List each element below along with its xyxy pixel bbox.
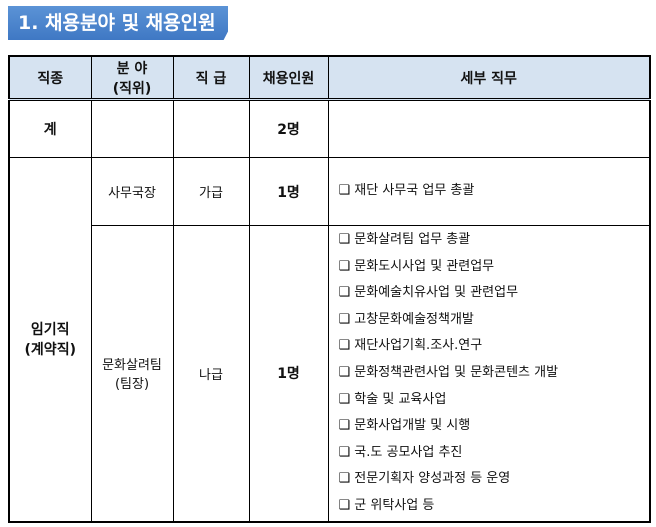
- duty-item: ❑ 문화사업개발 및 시행: [339, 413, 650, 440]
- duties: ❑ 재단 사무국 업무 총괄: [327, 157, 651, 226]
- empty-cell: [327, 99, 651, 158]
- duty-item: ❑ 전문기획자 양성과정 등 운영: [339, 466, 650, 493]
- job-type-line2: (계약직): [24, 342, 76, 359]
- bullet-icon: ❑: [338, 285, 351, 301]
- field: 사무국장: [90, 157, 174, 226]
- duty-text: 문화정책관련사업 및 문화콘텐츠 개발: [354, 364, 559, 380]
- bullet-icon: ❑: [338, 444, 351, 460]
- job-type: 임기직 (계약직): [8, 157, 92, 522]
- count: 1명: [248, 225, 329, 522]
- bullet-icon: ❑: [338, 497, 351, 513]
- duty-item: ❑ 문화도시사업 및 관련업무: [339, 254, 650, 281]
- duty-item: ❑ 문화정책관련사업 및 문화콘텐츠 개발: [339, 360, 650, 387]
- header-grade: 직 급: [172, 55, 250, 101]
- header-field-line1: 분 야: [116, 60, 148, 77]
- empty-cell: [90, 99, 174, 158]
- duty-text: 문화살려팀 업무 총괄: [354, 231, 471, 247]
- grade: 나급: [172, 225, 250, 522]
- field-line2: (팀장): [114, 377, 150, 393]
- bullet-icon: ❑: [338, 418, 351, 434]
- bullet-icon: ❑: [338, 471, 351, 487]
- header-job-type: 직종: [8, 55, 92, 101]
- duty-text: 고창문화예술정책개발: [354, 311, 474, 327]
- table-row: 임기직 (계약직) 사무국장 가급 1명 ❑ 재단 사무국 업무 총괄: [8, 157, 651, 522]
- duty-text: 학술 및 교육사업: [354, 391, 447, 407]
- table-row: 문화살려팀 (팀장) 나급 1명 ❑ 문화살려팀 업무 총괄 ❑ 문화도시사업 및 …: [9, 225, 651, 522]
- duty-item: ❑ 문화살려팀 업무 총괄: [339, 227, 650, 254]
- section-title: 1. 채용분야 및 채용인원: [8, 6, 228, 40]
- job-type-line1: 임기직: [30, 322, 70, 339]
- duty-text: 재단 사무국 업무 총괄: [354, 183, 475, 199]
- duty-item: ❑ 고창문화예술정책개발: [339, 307, 650, 334]
- bullet-icon: ❑: [338, 364, 351, 380]
- empty-cell: [172, 99, 250, 158]
- bullet-icon: ❑: [338, 338, 351, 354]
- grade: 가급: [172, 157, 250, 226]
- recruitment-table: 직종 분 야 (직위) 직 급 채용인원 세부 직무 계 2명 임기직 (계약직) …: [8, 55, 651, 523]
- bullet-icon: ❑: [338, 391, 351, 407]
- header-duties: 세부 직무: [327, 55, 651, 101]
- bullet-icon: ❑: [338, 231, 351, 247]
- duties: ❑ 문화살려팀 업무 총괄 ❑ 문화도시사업 및 관련업무 ❑ 문화예술치유사업 및…: [327, 225, 651, 522]
- duty-item: ❑ 군 위탁사업 등: [339, 493, 650, 520]
- header-row: 직종 분 야 (직위) 직 급 채용인원 세부 직무: [8, 55, 651, 101]
- header-count: 채용인원: [248, 55, 329, 101]
- field: 문화살려팀 (팀장): [90, 225, 174, 522]
- duty-text: 문화사업개발 및 시행: [354, 418, 471, 434]
- total-row: 계 2명: [8, 99, 651, 158]
- total-label: 계: [8, 99, 92, 158]
- duty-text: 재단사업기획.조사.연구: [354, 338, 483, 354]
- duty-item: ❑ 문화예술치유사업 및 관련업무: [339, 280, 650, 307]
- duty-text: 군 위탁사업 등: [354, 497, 435, 513]
- duty-item: ❑ 학술 및 교육사업: [339, 387, 650, 414]
- duty-text: 전문기획자 양성과정 등 운영: [354, 471, 511, 487]
- duty-text: 문화예술치유사업 및 관련업무: [354, 285, 519, 301]
- duty-text: 문화도시사업 및 관련업무: [354, 258, 495, 274]
- header-field-line2: (직위): [112, 80, 152, 97]
- bullet-icon: ❑: [338, 258, 351, 274]
- bullet-icon: ❑: [338, 311, 351, 327]
- field-line1: 문화살려팀: [102, 358, 162, 374]
- duty-item: ❑ 재단사업기획.조사.연구: [339, 333, 650, 360]
- duty-item: ❑ 국.도 공모사업 추진: [339, 440, 650, 467]
- total-count: 2명: [248, 99, 329, 158]
- bullet-icon: ❑: [338, 183, 351, 199]
- header-field: 분 야 (직위): [90, 55, 174, 101]
- count: 1명: [248, 157, 329, 226]
- duty-item: ❑ 재단 사무국 업무 총괄: [339, 178, 650, 205]
- duty-text: 국.도 공모사업 추진: [354, 444, 463, 460]
